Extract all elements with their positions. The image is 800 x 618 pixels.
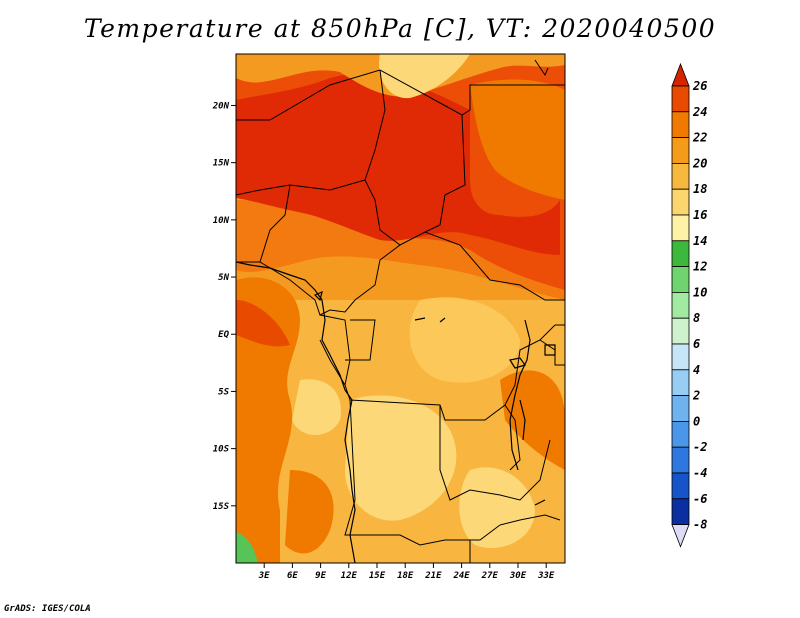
x-tick-label: 24E (452, 571, 470, 581)
island (313, 290, 323, 302)
coastlines (236, 261, 556, 563)
colorbar-label: 10 (693, 285, 707, 299)
x-tick-label: 33E (537, 571, 555, 581)
y-tick-label: 20N (212, 101, 230, 111)
colorbar-swatch (671, 369, 690, 396)
border-line (424, 114, 466, 233)
field-west-orange (236, 277, 300, 563)
border-line (259, 184, 291, 263)
x-tick-label: 18E (397, 571, 414, 581)
lake (544, 344, 556, 356)
colorbar-label: 14 (693, 234, 707, 248)
colorbar-label: 18 (693, 182, 707, 196)
colorbar-label: 4 (693, 363, 700, 377)
border-line (345, 319, 376, 361)
field-red-core (236, 72, 560, 256)
colorbar-label: -8 (693, 518, 707, 532)
x-tick-label: 3E (258, 571, 270, 581)
lake-line (509, 319, 531, 471)
field-pale-patch-1 (345, 395, 457, 521)
x-tick-label: 9E (315, 571, 326, 581)
field-pale-patch-4 (459, 467, 535, 549)
colorbar-swatch (671, 420, 690, 448)
colorbar-label: 2 (692, 389, 700, 403)
y-tick-label: 5S (218, 387, 229, 397)
x-axis: 3E 6E 9E 12E 15E 18E 21E 24E 27E 30E 33E (258, 563, 555, 581)
coastline-west (236, 261, 356, 563)
colorbar-label: -6 (693, 492, 707, 506)
colorbar-swatch (671, 446, 690, 474)
colorbar-swatch (671, 214, 690, 242)
colorbar-top-arrow (671, 62, 690, 87)
y-tick-label: EQ (218, 330, 229, 340)
colorbar-swatch (671, 291, 690, 319)
colorbar-swatch (671, 240, 690, 268)
border-line (534, 59, 549, 77)
colorbar-swatch (671, 343, 690, 371)
lake-line (519, 399, 526, 441)
credit-text: GrADS: IGES/COLA (4, 604, 91, 614)
temperature-field (236, 54, 565, 563)
x-tick-label: 30E (509, 571, 527, 581)
border-line (499, 514, 561, 526)
y-tick-label: 10N (213, 216, 230, 226)
lake (509, 357, 526, 369)
y-tick-label: 15N (213, 159, 230, 169)
field-ne-orange (470, 79, 565, 200)
colorbar-label: 26 (692, 79, 707, 93)
colorbar-label: 6 (693, 337, 700, 351)
field-west-hot (236, 300, 290, 347)
colorbar-label: -2 (693, 440, 707, 454)
border-line (344, 399, 501, 546)
field-north-pale (379, 54, 470, 99)
river-marks (439, 317, 446, 323)
colorbar-swatch (671, 472, 690, 500)
colorbar-swatch (671, 266, 690, 293)
field-green-patch (236, 532, 258, 563)
colorbar-label: -4 (693, 466, 707, 480)
chart-title: Temperature at 850hPa [C], VT: 202004050… (83, 14, 717, 43)
colorbar-swatch (671, 85, 690, 113)
colorbar-label: 24 (692, 105, 707, 119)
plot-frame (235, 53, 566, 564)
border-line (236, 244, 401, 316)
x-tick-label: 15E (369, 571, 386, 581)
colorbar-bottom-arrow (671, 524, 690, 548)
field-pale-patch-2 (409, 297, 520, 383)
lake-line (534, 499, 546, 506)
colorbar-swatch (671, 498, 690, 525)
y-axis: 20N 15N 10N 5N EQ 5S 10S 15S (212, 101, 236, 512)
x-tick-label: 12E (341, 571, 358, 581)
y-tick-label: 5N (218, 273, 229, 283)
colorbar-swatch (671, 111, 690, 139)
colorbar-swatch (671, 162, 690, 190)
colorbar-label: 16 (693, 208, 707, 222)
colorbar-label: 12 (693, 260, 707, 274)
field-sw-orange (285, 470, 334, 554)
x-tick-label: 6E (287, 571, 298, 581)
colorbar-label: 20 (692, 156, 707, 170)
border-line (504, 404, 521, 471)
x-tick-label: 21E (424, 571, 442, 581)
colorbar-label: 8 (693, 311, 700, 325)
y-tick-label: 10S (213, 445, 230, 455)
colorbar-swatch (671, 137, 690, 164)
field-pale-patch-3 (292, 379, 341, 435)
y-tick-label: 15S (213, 502, 230, 512)
x-tick-label: 27E (481, 571, 499, 581)
border-line (439, 405, 551, 501)
colorbar-label: 22 (692, 131, 707, 145)
colorbar-label: 0 (693, 414, 700, 428)
colorbar-swatch (671, 395, 690, 422)
colorbar-swatch (671, 188, 690, 216)
country-borders (236, 59, 565, 563)
river-marks (414, 317, 426, 321)
colorbar-swatch (671, 317, 690, 345)
